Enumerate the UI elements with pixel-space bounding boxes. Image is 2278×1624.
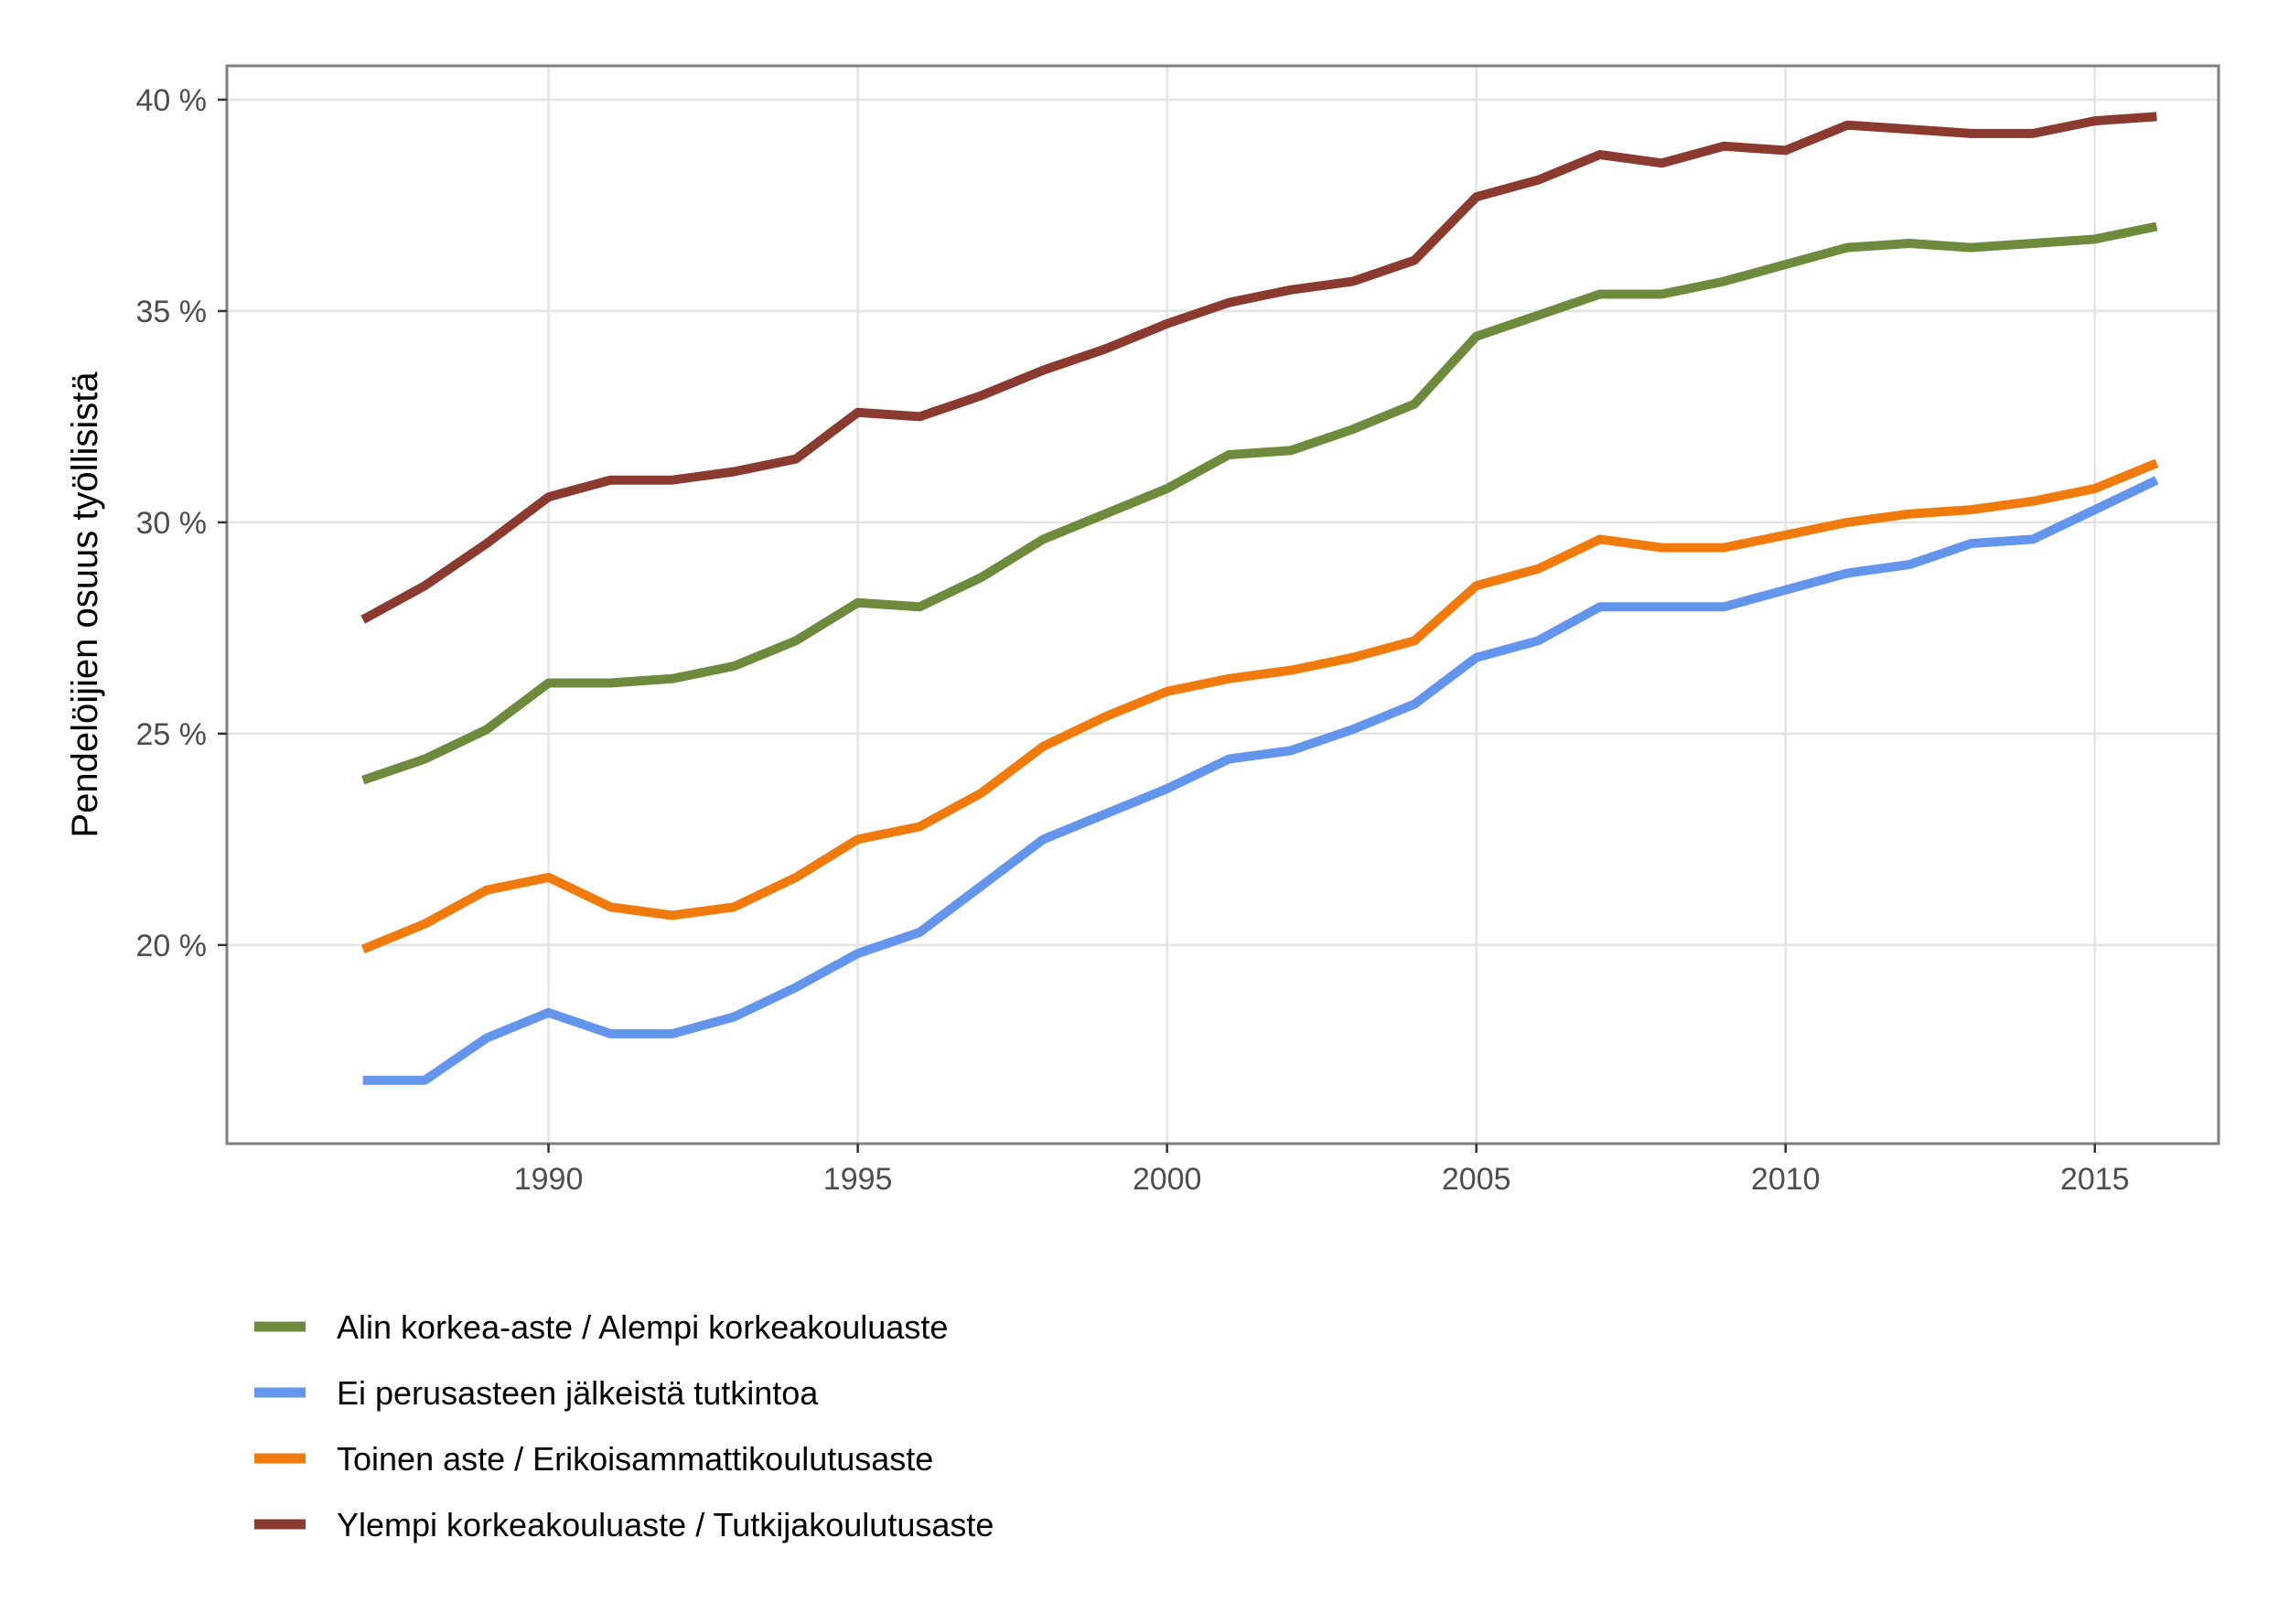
- plot-panel-border: [225, 64, 2220, 1145]
- x-tick-label: 1995: [823, 1162, 893, 1197]
- y-tick-label: 20 %: [136, 929, 208, 963]
- series-line-1: [361, 221, 2158, 785]
- legend-label: Ei perusasteen jälkeistä tutkintoa: [337, 1374, 819, 1412]
- x-tick-label: 2005: [1442, 1162, 1511, 1197]
- x-tick-label: 2010: [1751, 1162, 1821, 1197]
- legend-item: Toinen aste / Erikoisammattikoulutusaste: [254, 1440, 933, 1478]
- gridlines: [227, 66, 2219, 1144]
- legend: Alin korkea-aste / Alempi korkeakouluast…: [254, 1308, 994, 1543]
- axis-ticks: 20 % 25 % 30 % 35 % 40 % 1990 1995 2000 2005 2010…: [136, 83, 2130, 1197]
- legend-item: Alin korkea-aste / Alempi korkeakouluast…: [254, 1308, 948, 1346]
- legend-label: Ylempi korkeakouluaste / Tutkijakoulutus…: [337, 1506, 994, 1543]
- legend-item: Ylempi korkeakouluaste / Tutkijakoulutus…: [254, 1506, 994, 1543]
- series-line-3: [360, 458, 2159, 954]
- y-tick-label: 30 %: [136, 506, 208, 541]
- x-tick-label: 2000: [1133, 1162, 1202, 1197]
- legend-label: Toinen aste / Erikoisammattikoulutusaste: [337, 1440, 933, 1478]
- series-line-4: [360, 112, 2157, 624]
- series-line-2: [362, 476, 2159, 1085]
- legend-item: Ei perusasteen jälkeistä tutkintoa: [254, 1374, 819, 1412]
- y-axis-title: Pendelöijien osuus työllisistä: [65, 371, 105, 838]
- y-tick-label: 25 %: [136, 717, 208, 752]
- legend-label: Alin korkea-aste / Alempi korkeakouluast…: [337, 1308, 948, 1346]
- y-tick-label: 40 %: [136, 83, 208, 118]
- y-tick-label: 35 %: [136, 295, 208, 329]
- series-lines: [360, 112, 2159, 1085]
- x-tick-label: 1990: [514, 1162, 584, 1197]
- x-tick-label: 2015: [2060, 1162, 2130, 1197]
